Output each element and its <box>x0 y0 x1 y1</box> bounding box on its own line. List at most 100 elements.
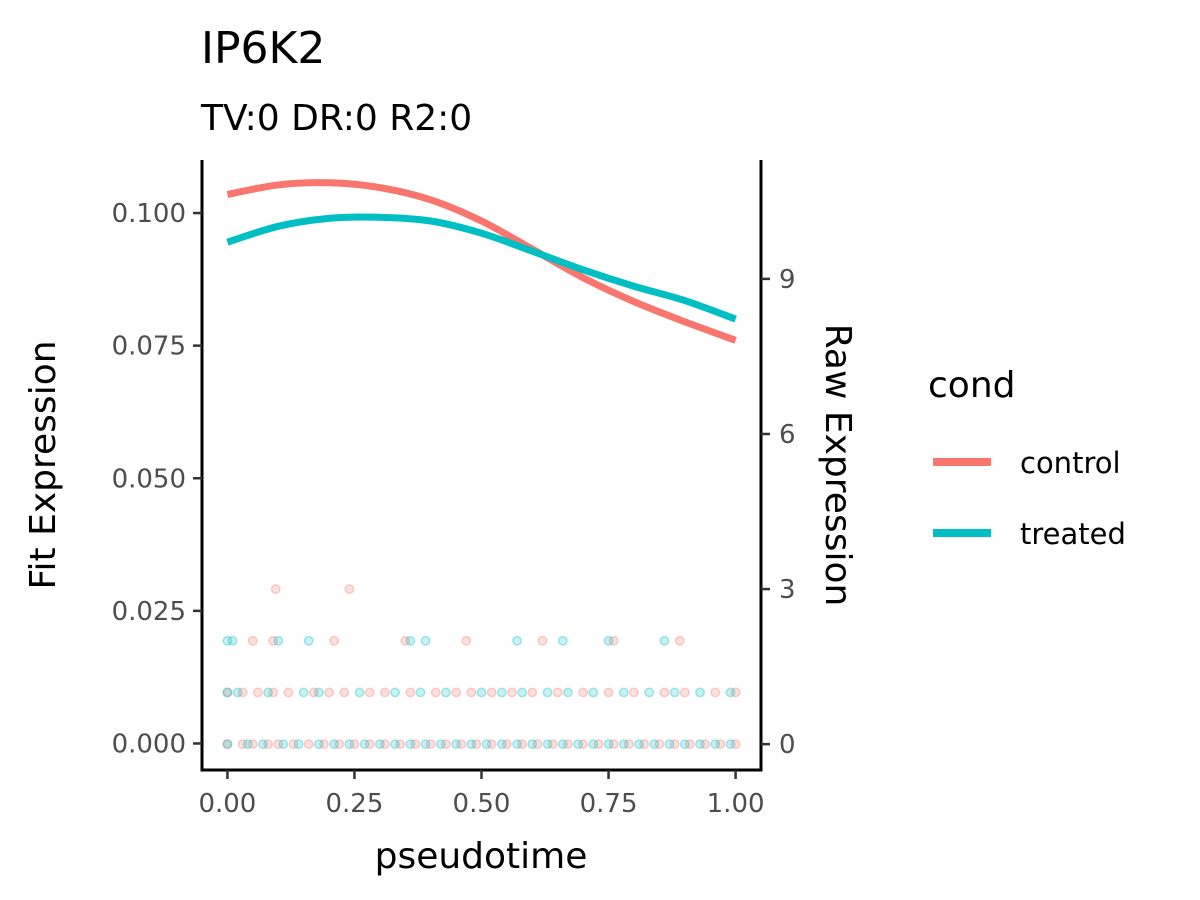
raw-point-treated <box>517 687 528 698</box>
raw-point-control <box>283 687 294 698</box>
raw-point-control <box>629 687 639 698</box>
raw-point-control <box>537 635 548 646</box>
raw-point-treated <box>405 635 416 646</box>
raw-point-treated <box>303 635 314 646</box>
raw-point-treated <box>263 687 274 698</box>
raw-point-treated <box>435 739 446 750</box>
raw-point-treated <box>258 739 268 750</box>
left-y-axis-title: Fit Expression <box>23 340 64 589</box>
raw-point-control <box>659 687 670 698</box>
raw-point-control <box>430 687 441 698</box>
raw-point-control <box>700 739 711 750</box>
raw-point-treated <box>603 635 614 646</box>
raw-point-treated <box>512 739 523 750</box>
y2-tick-label: 6 <box>779 420 796 450</box>
raw-point-control <box>364 739 375 750</box>
raw-point-treated <box>649 739 660 750</box>
raw-point-control <box>222 687 233 698</box>
raw-point-control <box>308 687 319 698</box>
raw-point-treated <box>573 739 584 750</box>
raw-point-treated <box>222 739 233 750</box>
y-tick-label: 0.000 <box>112 729 186 759</box>
raw-point-treated <box>374 739 385 750</box>
raw-point-control <box>237 739 248 750</box>
raw-point-control <box>273 739 284 750</box>
raw-point-control <box>532 739 543 750</box>
raw-point-treated <box>542 739 553 750</box>
raw-point-control <box>288 739 299 750</box>
raw-point-control <box>410 739 421 750</box>
raw-point-treated <box>390 739 401 750</box>
raw-point-control <box>263 739 274 750</box>
raw-point-control <box>593 739 604 750</box>
fit-lines <box>226 179 737 344</box>
right-y-axis-title: Raw Expression <box>817 324 858 607</box>
raw-point-control <box>715 739 726 750</box>
raw-point-treated <box>293 739 304 750</box>
chart-subtitle: TV:0 DR:0 R2:0 <box>200 98 472 139</box>
raw-point-treated <box>273 635 284 646</box>
raw-point-treated <box>298 687 309 698</box>
raw-point-treated <box>440 687 451 698</box>
raw-point-control <box>730 687 741 698</box>
y-tick-label: 0.075 <box>112 332 186 362</box>
raw-point-treated <box>562 687 573 698</box>
raw-point-treated <box>512 635 523 646</box>
raw-point-treated <box>496 739 507 750</box>
y2-tick-label: 3 <box>779 575 796 605</box>
series-line-treated <box>226 213 737 323</box>
x-tick-label: 0.25 <box>326 789 384 819</box>
raw-point-control <box>486 739 497 750</box>
raw-point-treated <box>420 739 431 750</box>
raw-point-treated <box>542 687 553 698</box>
raw-point-treated <box>725 687 736 698</box>
raw-point-control <box>466 687 477 698</box>
raw-point-control <box>405 687 416 698</box>
raw-point-control <box>461 635 472 646</box>
raw-point-control <box>669 739 680 750</box>
raw-point-control <box>679 687 690 698</box>
y2-tick-label: 9 <box>779 265 796 295</box>
raw-point-control <box>344 584 355 595</box>
raw-point-treated <box>359 739 370 750</box>
raw-point-treated <box>222 687 233 698</box>
raw-point-control <box>349 739 360 750</box>
y-tick-label: 0.025 <box>112 597 186 627</box>
raw-point-treated <box>634 739 644 750</box>
raw-point-control <box>334 739 345 750</box>
raw-point-treated <box>557 635 568 646</box>
raw-point-control <box>710 687 721 698</box>
raw-point-treated <box>664 739 675 750</box>
raw-point-treated <box>227 635 238 646</box>
raw-point-control <box>270 584 281 595</box>
raw-point-treated <box>466 739 477 750</box>
raw-point-treated <box>313 739 324 750</box>
raw-point-control <box>501 739 512 750</box>
raw-point-control <box>578 739 589 750</box>
raw-point-treated <box>496 687 507 698</box>
x-axis-title: pseudotime <box>375 836 588 877</box>
raw-point-treated <box>603 739 614 750</box>
raw-point-treated <box>588 739 599 750</box>
raw-point-control <box>268 635 279 646</box>
raw-point-treated <box>695 739 705 750</box>
raw-point-control <box>456 739 467 750</box>
raw-point-treated <box>644 687 655 698</box>
raw-point-control <box>329 635 340 646</box>
raw-point-control <box>222 739 233 750</box>
raw-point-treated <box>481 739 492 750</box>
raw-point-treated <box>329 739 340 750</box>
raw-point-control <box>639 739 650 750</box>
raw-point-control <box>608 635 619 646</box>
raw-point-treated <box>679 739 690 750</box>
raw-point-control <box>268 687 279 698</box>
raw-point-treated <box>354 687 365 698</box>
raw-point-control <box>324 687 334 698</box>
raw-point-control <box>608 739 619 750</box>
raw-point-treated <box>278 739 289 750</box>
raw-point-treated <box>618 739 629 750</box>
raw-point-treated <box>618 687 629 698</box>
legend-title: cond <box>928 365 1016 406</box>
raw-point-control <box>674 635 685 646</box>
